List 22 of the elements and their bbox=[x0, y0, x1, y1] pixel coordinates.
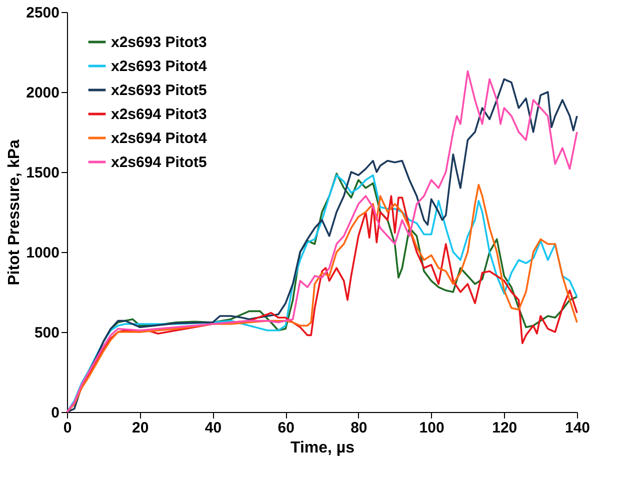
x-tick-label: 140 bbox=[564, 420, 590, 436]
y-tick-label: 0 bbox=[51, 404, 60, 422]
y-tick-label: 2000 bbox=[26, 84, 60, 102]
x-tick-label: 60 bbox=[278, 420, 294, 436]
legend-label: x2s693 Pitot3 bbox=[111, 34, 207, 51]
y-tick-label: 2500 bbox=[26, 4, 60, 22]
legend-label: x2s693 Pitot5 bbox=[111, 82, 207, 99]
x-tick-label: 0 bbox=[63, 420, 72, 436]
x-tick-label: 120 bbox=[492, 420, 518, 436]
y-tick-label: 1000 bbox=[26, 244, 60, 262]
legend-label: x2s693 Pitot4 bbox=[111, 58, 208, 75]
legend-label: x2s694 Pitot4 bbox=[111, 130, 208, 147]
y-axis-title: Pitot Pressure, kPa bbox=[6, 139, 24, 286]
x-tick-label: 100 bbox=[419, 420, 444, 436]
y-tick-label: 1500 bbox=[26, 164, 60, 182]
legend-label: x2s694 Pitot5 bbox=[111, 154, 207, 171]
y-tick-label: 500 bbox=[34, 324, 60, 342]
x-axis-title: Time, µs bbox=[290, 440, 355, 456]
legend-label: x2s694 Pitot3 bbox=[111, 106, 207, 123]
x-tick-label: 40 bbox=[204, 420, 222, 436]
x-tick-label: 80 bbox=[350, 420, 368, 436]
x-tick-label: 20 bbox=[132, 420, 149, 436]
